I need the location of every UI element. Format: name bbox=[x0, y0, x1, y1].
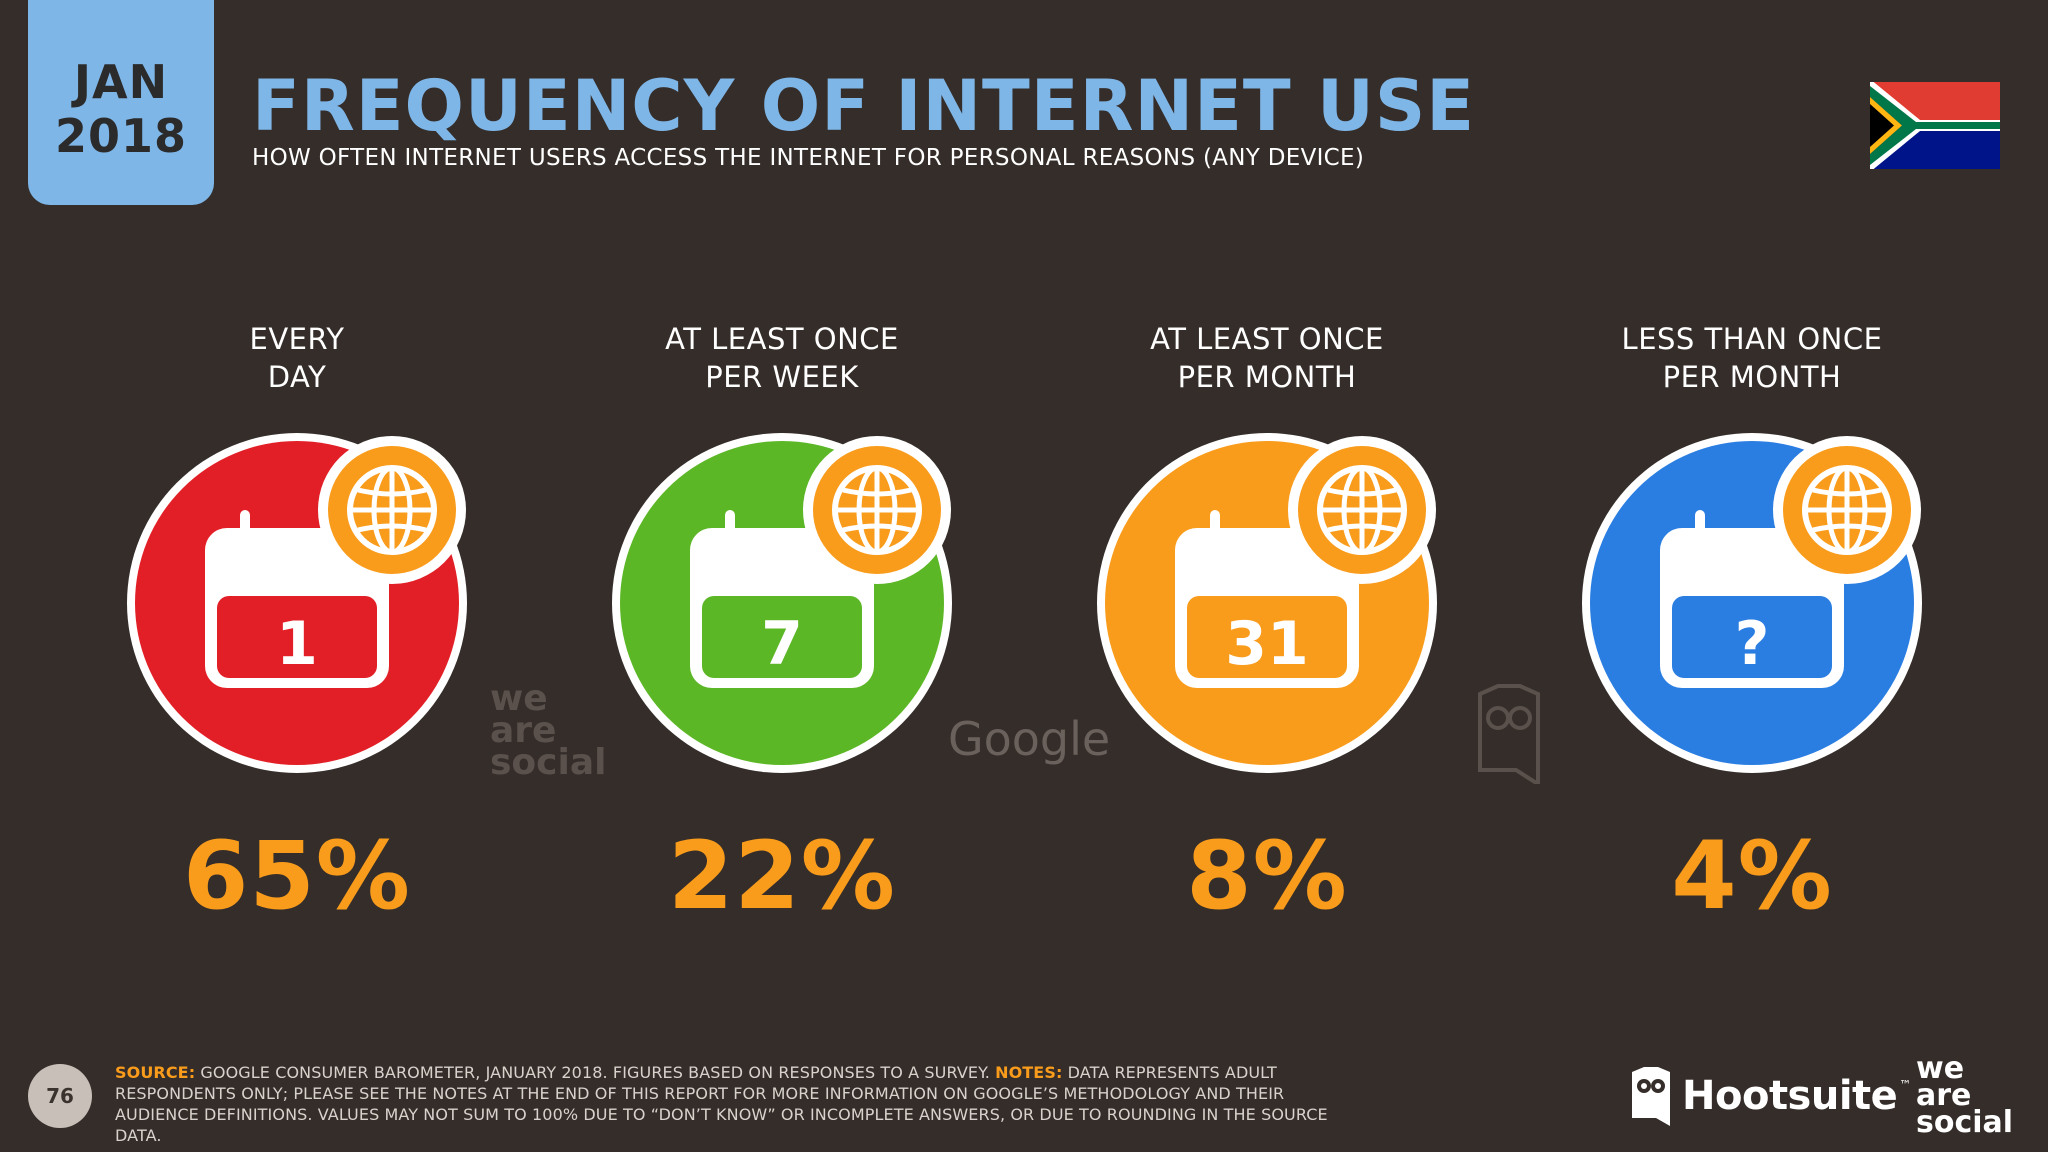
globe-icon bbox=[1773, 436, 1921, 584]
calendar-icon bbox=[690, 510, 874, 688]
hootsuite-owl-watermark-icon bbox=[1478, 684, 1540, 784]
category-value: 8% bbox=[1186, 822, 1348, 931]
source-text: GOOGLE CONSUMER BAROMETER, JANUARY 2018.… bbox=[195, 1063, 996, 1082]
we-are-social-logo: we are social bbox=[1916, 1051, 2014, 1140]
footnote: SOURCE: GOOGLE CONSUMER BAROMETER, JANUA… bbox=[115, 1062, 1355, 1146]
date-month: JAN bbox=[73, 54, 169, 109]
category-monthly: AT LEAST ONCE PER MONTH 31 8% bbox=[1057, 320, 1477, 931]
category-less-than-monthly: LESS THAN ONCE PER MONTH ? 4% bbox=[1542, 320, 1962, 931]
calendar-circle: ? bbox=[1577, 428, 1927, 778]
we-are-social-watermark: we are social bbox=[490, 678, 607, 783]
hootsuite-owl-icon bbox=[1632, 1067, 1670, 1126]
category-value: 4% bbox=[1671, 822, 1833, 931]
notes-text: DATA REPRESENTS ADULT RESPONDENTS ONLY; … bbox=[115, 1063, 1328, 1145]
page-subtitle: HOW OFTEN INTERNET USERS ACCESS THE INTE… bbox=[252, 145, 1365, 171]
calendar-circle: 1 bbox=[122, 428, 472, 778]
category-value: 65% bbox=[183, 822, 411, 931]
calendar-icon bbox=[1660, 510, 1844, 688]
hootsuite-logo: Hootsuite ™ bbox=[1630, 1064, 1911, 1128]
calendar-icon bbox=[1175, 510, 1359, 688]
category-label: AT LEAST ONCE PER WEEK bbox=[665, 322, 899, 394]
source-label: SOURCE: bbox=[115, 1063, 196, 1082]
globe-icon bbox=[803, 436, 951, 584]
category-every-day: EVERY DAY 1 65% bbox=[87, 320, 507, 931]
category-value: 22% bbox=[668, 822, 896, 931]
globe-icon bbox=[318, 436, 466, 584]
category-weekly: AT LEAST ONCE PER WEEK 7 22% bbox=[572, 320, 992, 931]
hootsuite-name: Hootsuite bbox=[1682, 1073, 1898, 1119]
page-title: FREQUENCY OF INTERNET USE bbox=[252, 65, 1476, 147]
date-badge: JAN 2018 bbox=[28, 0, 214, 205]
calendar-icon bbox=[205, 510, 389, 688]
globe-icon bbox=[1288, 436, 1436, 584]
notes-label: NOTES: bbox=[995, 1063, 1063, 1082]
category-label: AT LEAST ONCE PER MONTH bbox=[1150, 322, 1384, 394]
calendar-number: 1 bbox=[276, 609, 318, 679]
page-number: 76 bbox=[28, 1064, 92, 1128]
google-watermark: Google bbox=[948, 712, 1111, 766]
calendar-circle: 7 bbox=[607, 428, 957, 778]
category-label: EVERY DAY bbox=[249, 322, 345, 394]
calendar-number: 7 bbox=[761, 609, 803, 679]
trademark-mark: ™ bbox=[1899, 1078, 1912, 1092]
date-year: 2018 bbox=[54, 108, 188, 163]
calendar-circle: 31 bbox=[1092, 428, 1442, 778]
south-africa-flag-icon bbox=[1870, 82, 2000, 169]
calendar-number: ? bbox=[1735, 609, 1770, 679]
category-label: LESS THAN ONCE PER MONTH bbox=[1621, 322, 1883, 394]
calendar-number: 31 bbox=[1225, 609, 1309, 679]
